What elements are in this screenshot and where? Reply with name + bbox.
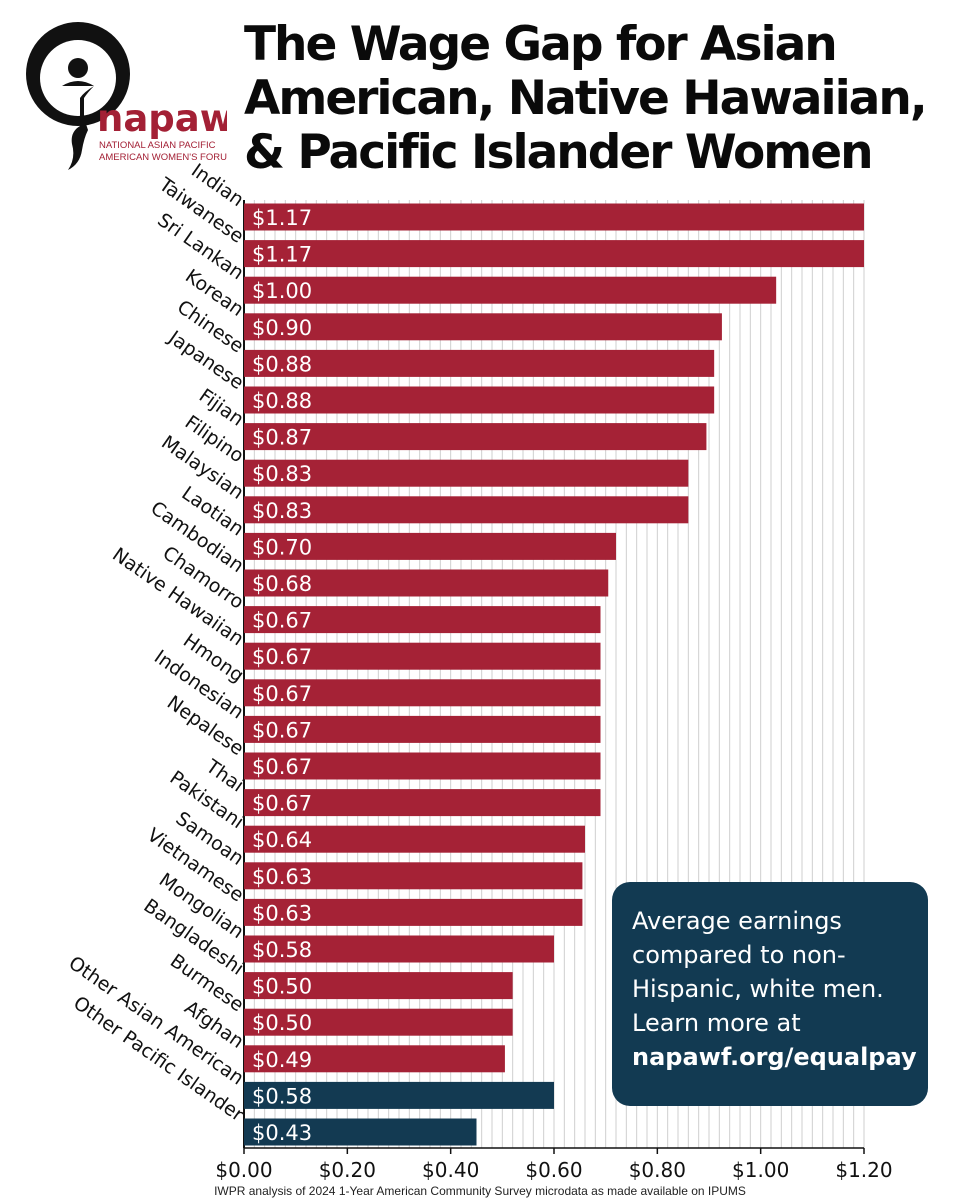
bar <box>244 642 601 670</box>
bar <box>244 1081 554 1109</box>
bar <box>244 715 601 743</box>
bar <box>244 569 609 597</box>
bar-value-label: $0.67 <box>252 755 312 779</box>
bar <box>244 752 601 780</box>
bar-value-label: $0.50 <box>252 1011 312 1035</box>
x-tick-label: $0.00 <box>215 1158 272 1182</box>
bar-value-label: $0.88 <box>252 389 312 413</box>
bar <box>244 606 601 634</box>
napawf-logo: napawf NATIONAL ASIAN PACIFIC AMERICAN W… <box>26 22 227 170</box>
bar <box>244 459 689 487</box>
bar-value-label: $0.88 <box>252 352 312 376</box>
bar <box>244 898 583 926</box>
bar <box>244 423 707 451</box>
callout-box: Average earnings compared to non-Hispani… <box>612 882 928 1106</box>
logo-figure-body <box>62 81 94 170</box>
bar-value-label: $0.90 <box>252 316 312 340</box>
callout-text: Average earnings compared to non-Hispani… <box>632 907 884 1037</box>
bar <box>244 1045 505 1073</box>
bar <box>244 313 722 341</box>
bar-value-label: $0.83 <box>252 499 312 523</box>
x-tick-label: $1.20 <box>835 1158 892 1182</box>
x-tick-label: $1.00 <box>732 1158 789 1182</box>
bar-value-label: $0.68 <box>252 572 312 596</box>
bar-value-label: $0.67 <box>252 682 312 706</box>
bar <box>244 203 864 231</box>
logo-figure-head <box>68 58 88 78</box>
bar-value-label: $0.83 <box>252 462 312 486</box>
x-tick-label: $0.80 <box>629 1158 686 1182</box>
callout-link[interactable]: napawf.org/equalpay <box>632 1043 917 1071</box>
bar-value-label: $1.00 <box>252 279 312 303</box>
bar-value-label: $1.17 <box>252 243 312 267</box>
bar <box>244 862 583 890</box>
bar-value-label: $0.67 <box>252 792 312 816</box>
bar-value-label: $0.70 <box>252 535 312 559</box>
bar <box>244 935 554 963</box>
bar <box>244 386 715 414</box>
bar <box>244 1008 513 1036</box>
bar-value-label: $0.87 <box>252 426 312 450</box>
bar-value-label: $0.67 <box>252 718 312 742</box>
logo-wordmark: napawf <box>97 97 227 140</box>
bar <box>244 532 616 560</box>
bar-value-label: $0.67 <box>252 609 312 633</box>
bar-value-label: $0.67 <box>252 645 312 669</box>
bar-value-label: $0.58 <box>252 938 312 962</box>
bar-value-label: $0.63 <box>252 901 312 925</box>
bar <box>244 276 777 304</box>
bar-value-label: $0.43 <box>252 1121 312 1145</box>
bar-value-label: $0.63 <box>252 865 312 889</box>
bar <box>244 240 864 268</box>
bar <box>244 825 585 853</box>
bar <box>244 1118 477 1146</box>
bar <box>244 496 689 524</box>
bar <box>244 972 513 1000</box>
x-tick-label: $0.20 <box>319 1158 376 1182</box>
x-tick-label: $0.40 <box>422 1158 479 1182</box>
bar <box>244 789 601 817</box>
bar-value-label: $1.17 <box>252 206 312 230</box>
chart-title: The Wage Gap for Asian American, Native … <box>244 17 928 180</box>
x-tick-label: $0.60 <box>525 1158 582 1182</box>
logo-subtitle-line1: NATIONAL ASIAN PACIFIC <box>99 140 216 151</box>
bar <box>244 679 601 707</box>
logo-subtitle-line2: AMERICAN WOMEN'S FORUM <box>99 152 227 163</box>
source-note: IWPR analysis of 2024 1-Year American Co… <box>214 1184 746 1198</box>
bar-value-label: $0.49 <box>252 1048 312 1072</box>
bar-value-label: $0.58 <box>252 1084 312 1108</box>
bar-value-label: $0.50 <box>252 975 312 999</box>
bar <box>244 349 715 377</box>
bar-value-label: $0.64 <box>252 828 312 852</box>
